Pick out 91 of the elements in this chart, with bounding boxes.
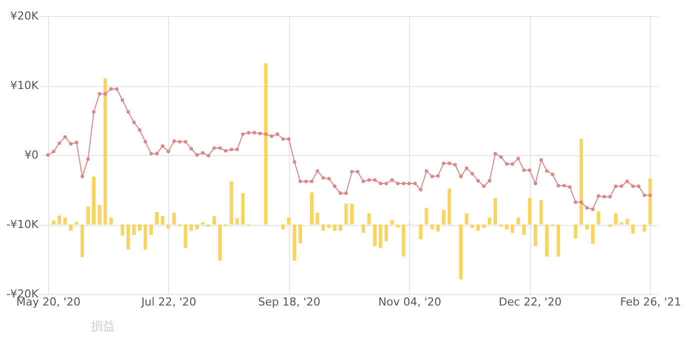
bar: [591, 224, 595, 244]
bar: [298, 224, 302, 244]
x-tick-label: Sep 18, '20: [258, 296, 320, 308]
bar: [494, 198, 498, 224]
bar: [470, 224, 474, 228]
bar: [424, 208, 428, 224]
bar: [235, 218, 239, 224]
bar: [58, 215, 62, 224]
bar: [144, 224, 148, 250]
bar: [86, 206, 90, 224]
bar: [138, 224, 142, 231]
bar: [448, 188, 452, 224]
bar: [504, 224, 508, 230]
x-tick-label: Nov 04, '20: [378, 296, 442, 308]
bar: [631, 224, 635, 234]
x-tick-label: Jul 22, '20: [140, 296, 196, 308]
y-tick-label: -¥10K: [6, 218, 40, 231]
bar: [195, 224, 199, 230]
bar: [378, 224, 382, 248]
bar: [166, 224, 170, 229]
x-tick-label: Dec 22, '20: [498, 296, 562, 308]
bar: [585, 224, 589, 230]
bar: [642, 224, 646, 232]
y-tick-label: ¥20K: [10, 10, 40, 22]
bar: [418, 224, 422, 240]
bar: [120, 224, 124, 236]
bar: [476, 224, 480, 231]
bar: [63, 218, 67, 224]
bar: [160, 216, 164, 224]
bar: [574, 224, 578, 238]
bar: [396, 224, 400, 228]
bar: [464, 213, 468, 224]
bar: [390, 220, 394, 224]
bar: [596, 211, 600, 224]
bar: [482, 224, 486, 228]
bar: [155, 212, 159, 224]
bar: [522, 224, 526, 235]
bar: [126, 224, 130, 250]
bar: [103, 78, 107, 224]
bar: [545, 224, 549, 256]
bar: [230, 181, 234, 224]
bar: [132, 224, 136, 235]
y-tick-label: ¥0: [24, 148, 38, 162]
bar: [367, 213, 371, 224]
x-tick-label: Feb 26, '21: [620, 296, 682, 308]
bar: [80, 224, 84, 258]
bar: [648, 178, 652, 224]
bar: [109, 218, 113, 224]
bar: [321, 224, 325, 231]
bar: [344, 204, 348, 224]
y-tick-label: ¥10K: [10, 79, 40, 92]
bar: [92, 176, 96, 224]
bar: [218, 224, 222, 261]
bar: [384, 224, 388, 242]
bar: [459, 224, 463, 280]
bar: [184, 224, 188, 248]
bar: [74, 222, 78, 224]
bar: [580, 139, 584, 224]
bar: [292, 224, 296, 261]
bar: [510, 224, 514, 233]
bar: [212, 216, 216, 224]
bar: [287, 218, 291, 224]
bar: [373, 224, 377, 246]
bar: [98, 205, 102, 224]
bar: [362, 224, 366, 233]
bar: [442, 210, 446, 224]
bar: [430, 224, 434, 230]
bar: [149, 224, 153, 235]
bar: [516, 218, 520, 224]
bar: [264, 63, 268, 224]
bar: [281, 224, 285, 230]
bar: [310, 192, 314, 224]
bar: [316, 212, 320, 224]
bar: [338, 224, 342, 231]
bar: [327, 224, 331, 228]
bar: [332, 224, 336, 231]
bar: [614, 213, 618, 224]
bar: [625, 218, 629, 224]
bar: [528, 198, 532, 224]
bar: [190, 224, 194, 231]
bar: [172, 212, 176, 224]
bar: [556, 224, 560, 256]
bar: [534, 224, 538, 246]
bar: [52, 220, 56, 224]
bar: [488, 218, 492, 224]
bar: [436, 224, 440, 232]
bar: [241, 193, 245, 224]
bar: [350, 204, 354, 224]
bar: [539, 200, 543, 224]
bar: [69, 224, 73, 231]
bar: [402, 224, 406, 256]
